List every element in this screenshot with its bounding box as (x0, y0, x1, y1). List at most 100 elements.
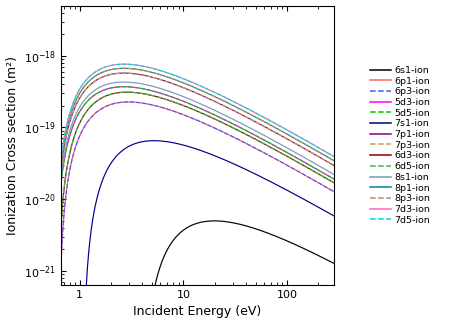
7d5-ion (102, 65, 108, 69)
7d3-ion (158, 69, 164, 73)
6s1-ion (288, 241, 294, 245)
6p3-ion (219, 129, 224, 133)
7p1-ion (233, 110, 238, 114)
8p3-ion (121, 66, 127, 70)
7d5-ion (219, 94, 225, 98)
8p3-ion (102, 69, 108, 73)
6d3-ion (237, 129, 242, 133)
6p3-ion (331, 190, 337, 193)
6p3-ion (116, 101, 122, 105)
5d5-ion (102, 88, 108, 92)
8p1-ion (121, 66, 127, 70)
Line: 6p3-ion: 6p3-ion (58, 102, 334, 324)
8p3-ion (158, 73, 164, 77)
5d5-ion (281, 149, 287, 153)
7p1-ion (281, 135, 287, 139)
6p3-ion (128, 100, 133, 104)
7p3-ion (102, 74, 108, 78)
7d3-ion (121, 62, 127, 66)
Line: 6s1-ion: 6s1-ion (141, 221, 334, 324)
6d5-ion (180, 103, 185, 107)
7s1-ion (168, 140, 173, 144)
8p3-ion (260, 119, 265, 123)
7p1-ion (121, 71, 127, 75)
7d5-ion (260, 115, 265, 119)
6p1-ion (177, 111, 182, 115)
6p3-ion (126, 100, 131, 104)
8s1-ion (121, 80, 127, 84)
6p3-ion (177, 111, 182, 115)
7s1-ion (331, 214, 337, 218)
Line: 7d3-ion: 7d3-ion (54, 64, 334, 324)
8s1-ion (233, 119, 238, 122)
6d5-ion (128, 90, 134, 94)
7d5-ion (331, 154, 337, 158)
7d5-ion (158, 69, 164, 73)
Line: 6d5-ion: 6d5-ion (57, 92, 334, 324)
6p1-ion (106, 103, 112, 107)
7d5-ion (121, 62, 127, 66)
Line: 8p1-ion: 8p1-ion (54, 68, 334, 324)
8p1-ion (281, 131, 287, 134)
7d3-ion (260, 115, 265, 119)
5d3-ion (260, 137, 265, 141)
8p1-ion (102, 69, 108, 73)
Line: 7d5-ion: 7d5-ion (54, 64, 334, 324)
5d3-ion (233, 123, 238, 127)
6s1-ion (238, 223, 244, 226)
Line: 7s1-ion: 7s1-ion (82, 141, 334, 324)
8s1-ion (158, 87, 164, 90)
7s1-ion (129, 143, 135, 147)
7p3-ion (331, 163, 337, 167)
6s1-ion (241, 223, 247, 227)
Line: 5d5-ion: 5d5-ion (54, 87, 334, 324)
8p1-ion (260, 119, 265, 123)
Line: 6d3-ion: 6d3-ion (57, 92, 334, 324)
8p3-ion (281, 131, 287, 134)
5d3-ion (121, 85, 127, 89)
6d5-ion (124, 90, 130, 94)
5d5-ion (158, 91, 164, 95)
6d3-ion (318, 173, 323, 177)
Line: 8s1-ion: 8s1-ion (54, 82, 334, 324)
6d3-ion (261, 142, 267, 146)
6s1-ion (211, 219, 217, 223)
6d5-ion (237, 129, 242, 133)
7p3-ion (260, 124, 265, 128)
6s1-ion (176, 232, 182, 236)
Legend: 6s1-ion, 6p1-ion, 6p3-ion, 5d3-ion, 5d5-ion, 7s1-ion, 7p1-ion, 7p3-ion, 6d3-ion,: 6s1-ion, 6p1-ion, 6p3-ion, 5d3-ion, 5d5-… (368, 64, 432, 226)
6d5-ion (331, 180, 337, 184)
8p1-ion (158, 73, 164, 77)
7d3-ion (331, 154, 337, 158)
5d5-ion (121, 85, 127, 89)
8p3-ion (331, 158, 337, 162)
5d3-ion (219, 116, 225, 120)
Line: 6p1-ion: 6p1-ion (58, 102, 334, 324)
Line: 8p3-ion: 8p3-ion (54, 68, 334, 324)
6d3-ion (331, 180, 337, 184)
5d5-ion (331, 177, 337, 181)
7d3-ion (219, 94, 225, 98)
6p1-ion (128, 100, 133, 104)
Line: 7p3-ion: 7p3-ion (54, 73, 334, 324)
5d5-ion (233, 123, 238, 127)
7p3-ion (121, 71, 127, 75)
5d3-ion (331, 177, 337, 181)
7p3-ion (219, 103, 225, 107)
6p3-ion (224, 132, 229, 136)
7p3-ion (233, 110, 238, 114)
Y-axis label: Ionization Cross section (m²): Ionization Cross section (m²) (6, 56, 18, 235)
7s1-ion (166, 140, 172, 144)
7p1-ion (158, 78, 164, 82)
6d3-ion (124, 90, 130, 94)
7p1-ion (331, 163, 337, 167)
7d3-ion (281, 126, 287, 130)
6d3-ion (128, 90, 134, 94)
8s1-ion (219, 112, 225, 116)
8p1-ion (233, 105, 238, 109)
7s1-ion (171, 141, 177, 145)
7s1-ion (211, 154, 217, 157)
6s1-ion (331, 261, 337, 265)
Line: 7p1-ion: 7p1-ion (54, 73, 334, 324)
8p3-ion (219, 98, 225, 102)
